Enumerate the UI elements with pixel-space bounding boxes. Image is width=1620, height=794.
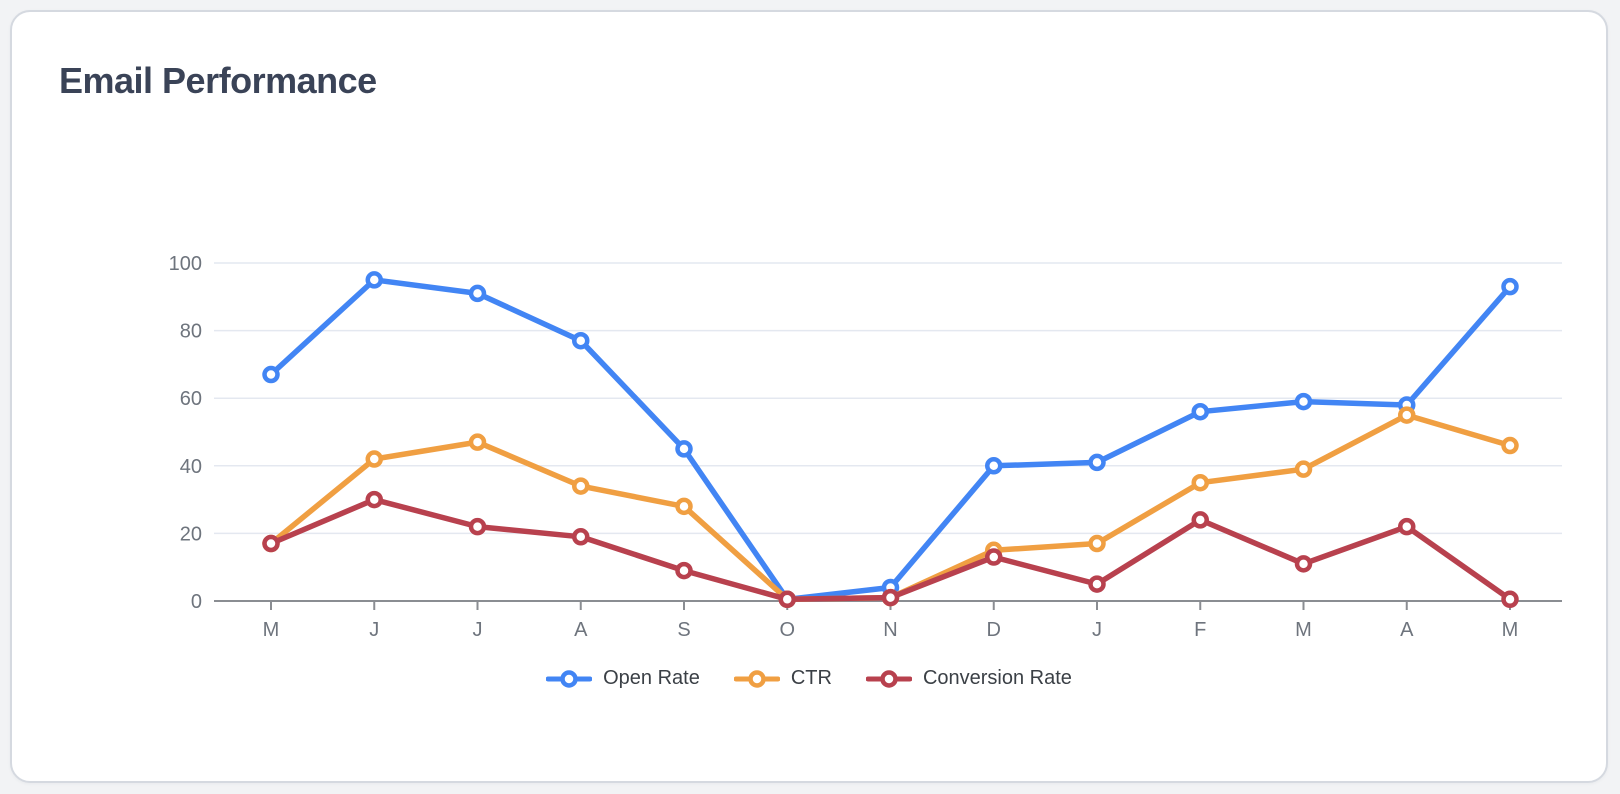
x-axis-tick-label: A <box>574 619 588 641</box>
data-point-conversion-rate <box>262 534 280 553</box>
y-axis-tick-label: 80 <box>180 321 202 343</box>
legend-marker-icon <box>865 669 912 688</box>
email-performance-card: Email Performance 0 20 40 60 80 100 M J J A S O N D J F… <box>10 10 1608 783</box>
legend-marker-icon <box>733 669 780 688</box>
data-point-conversion-rate <box>572 528 590 546</box>
data-point-conversion-rate <box>881 588 900 607</box>
x-axis-tick-label: S <box>677 619 690 641</box>
data-point-open-rate <box>1088 453 1106 472</box>
line-chart-canvas: 0 20 40 60 80 100 M J J A S O N D J F M A M <box>169 253 1562 641</box>
data-point-conversion-rate <box>1294 555 1313 573</box>
legend-item-ctr[interactable]: CTR <box>733 667 832 690</box>
y-axis-tick-label: 20 <box>180 523 202 545</box>
y-axis-tick-label: 60 <box>180 388 202 410</box>
data-point-ctr <box>1398 406 1416 424</box>
x-axis-tick-label: M <box>1502 619 1519 641</box>
legend-label: Conversion Rate <box>922 667 1072 689</box>
data-point-conversion-rate <box>675 561 693 580</box>
data-point-conversion-rate <box>365 490 383 509</box>
y-axis-tick-label: 40 <box>180 456 202 478</box>
data-point-open-rate <box>365 271 383 289</box>
x-axis-tick-label: F <box>1194 619 1206 641</box>
data-point-open-rate <box>985 457 1003 475</box>
legend-item-conversion-rate[interactable]: Conversion Rate <box>865 667 1072 690</box>
x-axis-tick-label: J <box>369 619 379 641</box>
data-point-conversion-rate <box>778 590 796 609</box>
data-point-open-rate <box>262 365 280 384</box>
legend-label: Open Rate <box>603 667 700 689</box>
data-point-open-rate <box>468 284 487 303</box>
x-axis-tick-label: O <box>779 619 795 641</box>
data-point-conversion-rate <box>1398 517 1416 536</box>
x-axis-tick-label: M <box>263 619 280 641</box>
x-axis-tick-label: J <box>473 619 483 641</box>
data-point-conversion-rate <box>468 517 487 536</box>
data-point-open-rate <box>1191 402 1209 421</box>
data-point-ctr <box>675 497 693 516</box>
data-point-ctr <box>572 477 590 495</box>
series-line-ctr <box>268 412 1513 603</box>
data-point-open-rate <box>675 440 693 458</box>
legend-item-open-rate[interactable]: Open Rate <box>546 667 700 690</box>
x-axis-tick-label: A <box>1400 619 1414 641</box>
x-axis-tick-label: N <box>883 619 897 641</box>
data-point-open-rate <box>572 331 590 350</box>
y-axis-tick-label: 100 <box>169 253 202 275</box>
data-point-ctr <box>468 433 487 451</box>
data-point-conversion-rate <box>1501 590 1519 609</box>
data-point-conversion-rate <box>985 548 1003 566</box>
legend-marker-icon <box>546 669 593 688</box>
x-axis-tick-label: M <box>1295 619 1312 641</box>
chart-legend: Open Rate CTR Conversion Rate <box>12 667 1606 690</box>
x-axis-tick-label: D <box>987 619 1001 641</box>
data-point-ctr <box>1088 534 1106 553</box>
data-point-conversion-rate <box>1191 511 1209 529</box>
data-point-open-rate <box>1501 277 1519 296</box>
data-point-ctr <box>365 450 383 468</box>
x-axis-tick-label: J <box>1092 619 1102 641</box>
series-line-open-rate <box>268 277 1513 603</box>
data-point-ctr <box>1191 473 1209 492</box>
data-point-ctr <box>1501 436 1519 455</box>
data-point-open-rate <box>1294 392 1313 411</box>
data-point-ctr <box>1294 460 1313 478</box>
chart-title: Email Performance <box>59 60 377 101</box>
data-point-conversion-rate <box>1088 575 1106 593</box>
legend-label: CTR <box>790 667 832 689</box>
y-axis-tick-label: 0 <box>191 591 202 613</box>
